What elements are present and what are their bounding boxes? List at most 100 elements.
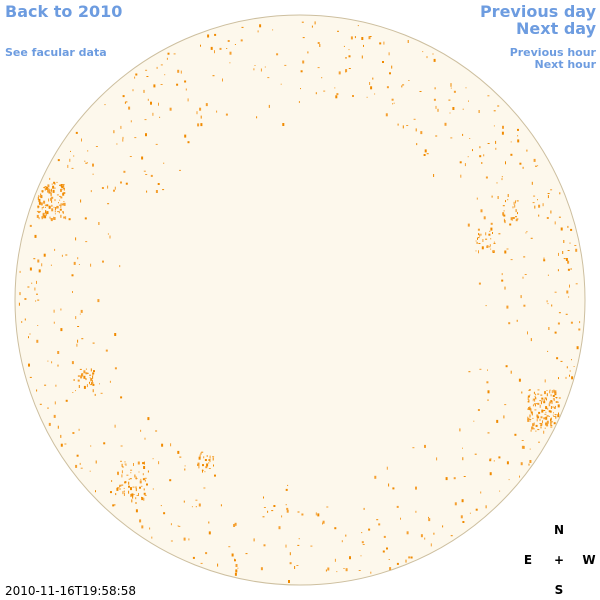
speckle [534, 409, 537, 411]
speckle [187, 98, 189, 102]
speckle [452, 107, 455, 110]
speckle [95, 146, 98, 147]
speckle [72, 291, 73, 293]
speckle [543, 430, 545, 434]
speckle [107, 233, 109, 235]
speckle [537, 393, 540, 395]
speckle [120, 396, 123, 399]
speckle [60, 205, 62, 208]
speckle [297, 511, 300, 513]
speckle [382, 61, 384, 63]
speckle [43, 253, 46, 257]
speckle [124, 463, 127, 465]
speckle [521, 445, 524, 449]
speckle [137, 461, 140, 465]
speckle [170, 523, 172, 526]
speckle [49, 216, 51, 219]
speckle [114, 186, 116, 190]
speckle [51, 196, 54, 199]
speckle [345, 69, 348, 73]
speckle [75, 316, 77, 320]
speckle [83, 385, 86, 389]
speckle [345, 57, 347, 59]
speckle [115, 493, 117, 496]
speckle [56, 181, 58, 183]
speckle [80, 375, 83, 379]
speckle [326, 506, 329, 508]
speckle [184, 465, 186, 467]
speckle [522, 276, 524, 279]
speckle [569, 374, 570, 377]
speckle [530, 338, 532, 342]
speckle [550, 210, 552, 214]
facular-link[interactable]: See facular data [5, 46, 107, 59]
speckle [144, 494, 147, 496]
next-hour-link[interactable]: Next hour [535, 58, 597, 71]
previous-hour-link[interactable]: Previous hour [510, 46, 597, 59]
speckle [495, 147, 497, 150]
speckle [260, 567, 263, 571]
speckle [49, 206, 51, 209]
speckle [537, 199, 538, 201]
speckle [51, 200, 53, 203]
speckle [162, 189, 165, 191]
speckle [565, 258, 568, 261]
next-day-link[interactable]: Next day [516, 19, 597, 38]
speckle [46, 211, 49, 215]
speckle [319, 44, 321, 47]
speckle [459, 428, 461, 432]
speckle [59, 204, 62, 206]
speckle [537, 165, 539, 167]
speckle [532, 202, 535, 204]
speckle [505, 161, 506, 165]
speckle [53, 321, 55, 324]
speckle [294, 566, 296, 569]
speckle [36, 214, 39, 218]
speckle [130, 487, 132, 491]
speckle [547, 195, 549, 199]
speckle [161, 443, 164, 447]
speckle [548, 327, 550, 330]
speckle [317, 67, 320, 69]
speckle [516, 200, 519, 202]
speckle [75, 237, 77, 241]
speckle [530, 429, 532, 432]
speckle [253, 538, 255, 542]
speckle [542, 203, 544, 207]
speckle [289, 552, 291, 556]
speckle [205, 552, 208, 555]
speckle [547, 274, 549, 276]
speckle [527, 416, 529, 420]
speckle [184, 134, 187, 138]
speckle [76, 343, 78, 347]
speckle [510, 153, 513, 156]
speckle [143, 89, 145, 93]
speckle [370, 571, 372, 574]
speckle [508, 479, 510, 481]
speckle [298, 538, 300, 540]
speckle [407, 40, 409, 43]
previous-day-link[interactable]: Previous day [480, 2, 597, 21]
speckle [203, 456, 205, 459]
speckle [55, 384, 57, 387]
speckle [113, 130, 115, 134]
speckle [497, 196, 499, 199]
speckle [300, 88, 301, 90]
speckle [289, 562, 292, 565]
speckle [548, 410, 551, 413]
back-link[interactable]: Back to 2010 [5, 2, 122, 21]
speckle [77, 379, 80, 382]
speckle [433, 532, 435, 535]
speckle [317, 42, 320, 44]
speckle [391, 65, 393, 69]
speckle [54, 248, 56, 251]
speckle [397, 123, 399, 126]
speckle [546, 300, 548, 303]
speckle [467, 156, 469, 158]
speckle [426, 153, 429, 155]
speckle [158, 461, 160, 465]
speckle [544, 379, 546, 383]
speckle [71, 274, 74, 277]
speckle [536, 414, 538, 418]
speckle [53, 181, 56, 184]
